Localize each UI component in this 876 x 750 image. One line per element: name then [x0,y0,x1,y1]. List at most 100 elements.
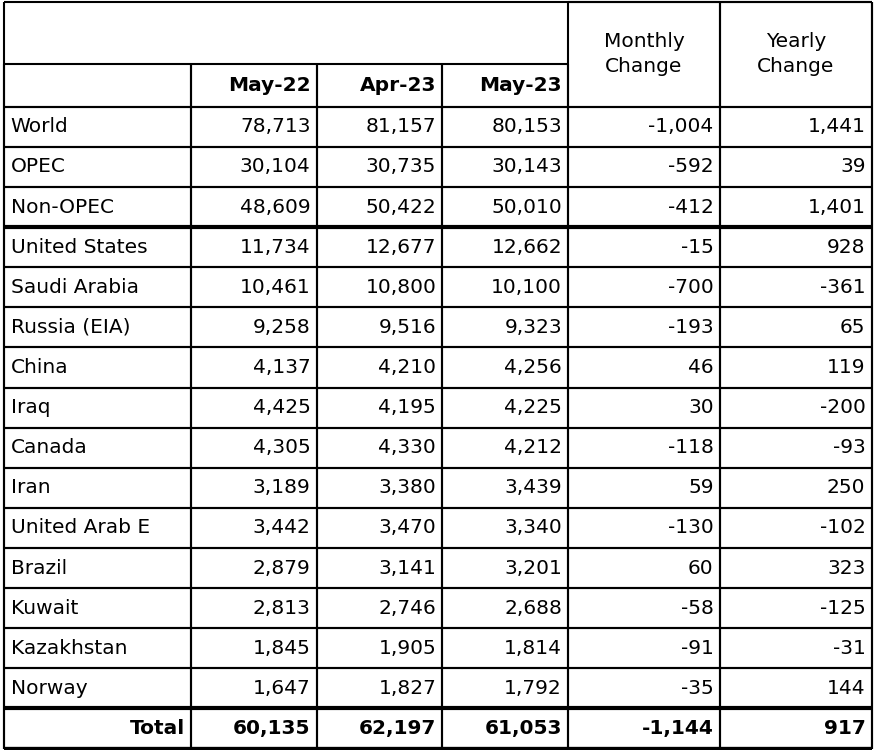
Text: 4,425: 4,425 [252,398,310,417]
Text: 4,330: 4,330 [378,438,436,458]
Bar [4,588,191,628]
Bar [568,709,720,748]
Bar [4,709,191,748]
Text: 10,461: 10,461 [240,278,310,297]
Bar [568,668,720,709]
Bar [191,187,316,227]
Text: World: World [11,118,68,136]
Text: -93: -93 [833,438,865,458]
Text: Brazil: Brazil [11,559,67,578]
Bar [191,106,316,147]
Text: -592: -592 [668,158,714,176]
Text: 1,792: 1,792 [505,679,562,698]
Text: -200: -200 [820,398,865,417]
Text: 4,195: 4,195 [378,398,436,417]
Text: Kazakhstan: Kazakhstan [11,639,127,658]
Text: Russia (EIA): Russia (EIA) [11,318,130,337]
Bar [191,227,316,267]
Text: 4,225: 4,225 [504,398,562,417]
Text: United Arab E: United Arab E [11,518,150,538]
Bar [316,388,442,427]
Text: 59: 59 [689,478,714,497]
Bar [568,2,720,106]
Text: 4,212: 4,212 [504,438,562,458]
Text: 9,258: 9,258 [252,318,310,337]
Bar [4,628,191,668]
Text: 4,256: 4,256 [505,358,562,377]
Bar [442,187,568,227]
Text: -193: -193 [668,318,714,337]
Bar [442,227,568,267]
Text: Iran: Iran [11,478,50,497]
Text: Kuwait: Kuwait [11,598,78,618]
Text: -31: -31 [832,639,865,658]
Text: 46: 46 [688,358,714,377]
Text: 12,662: 12,662 [491,238,562,256]
Bar [4,508,191,548]
Bar [442,106,568,147]
Bar [316,267,442,308]
Text: -125: -125 [820,598,865,618]
Text: 78,713: 78,713 [240,118,310,136]
Bar [191,308,316,347]
Text: 65: 65 [840,318,865,337]
Text: May-22: May-22 [228,76,310,95]
Bar [4,468,191,508]
Bar [4,64,191,106]
Bar [191,709,316,748]
Text: 11,734: 11,734 [240,238,310,256]
Bar [316,347,442,388]
Bar [316,588,442,628]
Text: -1,004: -1,004 [648,118,714,136]
Text: 80,153: 80,153 [491,118,562,136]
Bar [191,468,316,508]
Bar [720,388,872,427]
Bar [720,187,872,227]
Bar [191,388,316,427]
Bar [568,388,720,427]
Bar [316,64,442,106]
Bar [191,508,316,548]
Bar [720,468,872,508]
Bar [191,147,316,187]
Text: 3,340: 3,340 [505,518,562,538]
Bar [4,388,191,427]
Text: -700: -700 [668,278,714,297]
Bar [568,427,720,468]
Text: 4,137: 4,137 [252,358,310,377]
Text: 12,677: 12,677 [365,238,436,256]
Bar [191,267,316,308]
Text: 62,197: 62,197 [359,719,436,738]
Text: 39: 39 [840,158,865,176]
Text: 1,845: 1,845 [252,639,310,658]
Text: May-23: May-23 [479,76,562,95]
Bar [568,508,720,548]
Text: 250: 250 [827,478,865,497]
Text: Total: Total [130,719,185,738]
Bar [568,227,720,267]
Text: -102: -102 [820,518,865,538]
Bar [442,427,568,468]
Bar [316,187,442,227]
Text: 9,323: 9,323 [505,318,562,337]
Text: 1,647: 1,647 [252,679,310,698]
Bar [442,628,568,668]
Bar [316,468,442,508]
Text: 10,100: 10,100 [491,278,562,297]
Bar [316,548,442,588]
Bar [442,548,568,588]
Text: 1,814: 1,814 [504,639,562,658]
Bar [568,187,720,227]
Text: 3,189: 3,189 [252,478,310,497]
Bar [316,106,442,147]
Bar [720,106,872,147]
Text: 2,813: 2,813 [252,598,310,618]
Text: 4,305: 4,305 [252,438,310,458]
Text: -35: -35 [681,679,714,698]
Bar [316,628,442,668]
Bar [316,308,442,347]
Text: 30,104: 30,104 [240,158,310,176]
Bar [720,709,872,748]
Text: 48,609: 48,609 [240,197,310,217]
Text: 2,746: 2,746 [378,598,436,618]
